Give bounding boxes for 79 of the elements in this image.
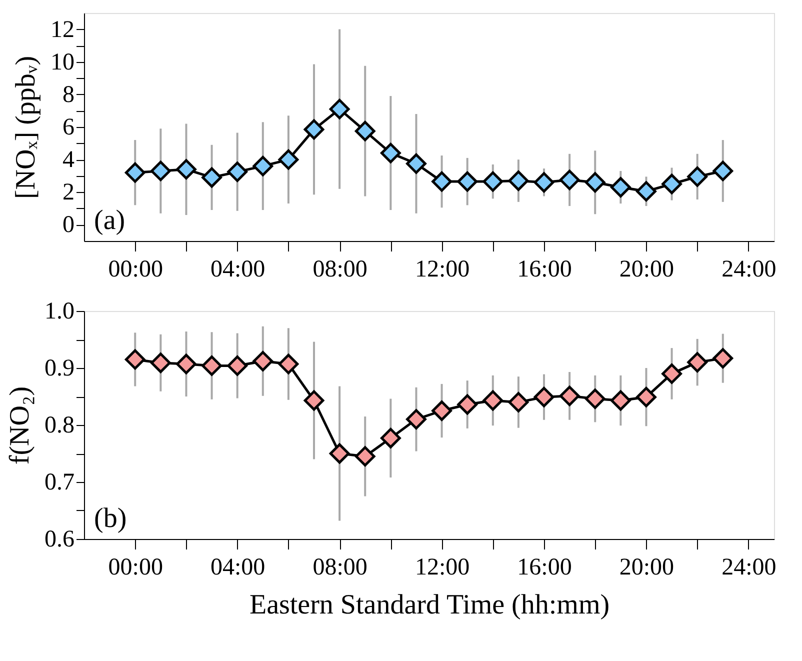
x-tick-label: 00:00 [108, 256, 163, 282]
x-tick-label: 24:00 [722, 256, 776, 282]
x-tick-label: 04:00 [210, 554, 266, 580]
point [329, 443, 350, 464]
y-tick-label: 4 [62, 147, 74, 174]
point [354, 446, 376, 467]
annotation: (b) [94, 503, 127, 534]
point [406, 409, 426, 430]
y-tick-label: 8 [62, 82, 74, 108]
y-tick-label: 0 [62, 212, 74, 238]
x-tick-label: 08:00 [312, 256, 368, 282]
point [124, 349, 146, 370]
point [559, 170, 580, 190]
point [584, 388, 606, 409]
y-tick-label: 6 [62, 114, 74, 140]
point [662, 364, 682, 384]
x-axis-title: Eastern Standard Time (hh:mm) [249, 590, 610, 620]
x-tick-label: 12:00 [414, 256, 470, 282]
point [482, 390, 504, 411]
point [354, 120, 376, 142]
point [304, 390, 324, 411]
point [278, 354, 299, 374]
point [457, 171, 478, 192]
point [380, 428, 401, 448]
point [278, 149, 299, 170]
x-tick-label: 08:00 [312, 554, 368, 580]
x-tick-label: 12:00 [414, 554, 470, 580]
point [584, 172, 606, 193]
point [712, 348, 734, 369]
point [610, 390, 631, 411]
point [176, 354, 196, 374]
y-tick-label: 1.0 [44, 298, 74, 324]
y-tick-label: 2 [62, 180, 74, 206]
x-tick-label: 04:00 [210, 256, 266, 282]
point [202, 356, 222, 376]
point [712, 160, 734, 182]
y-tick-label: 0.6 [44, 526, 74, 552]
y-axis-title: [NOₓ] (ppbᵥ) [10, 56, 42, 200]
x-tick-label: 20:00 [619, 554, 674, 580]
point [687, 166, 708, 187]
x-tick-label: 16:00 [517, 256, 572, 282]
x-tick-label: 24:00 [722, 554, 776, 580]
y-tick-label: 10 [50, 49, 74, 76]
point [227, 356, 248, 376]
point [380, 142, 401, 164]
point [508, 392, 529, 412]
point [559, 386, 580, 406]
x-tick-label: 20:00 [619, 256, 674, 282]
point [610, 177, 631, 198]
point [304, 119, 324, 140]
point [202, 167, 222, 188]
y-axis-title: f(NO₂) [4, 386, 36, 465]
point [432, 400, 452, 421]
x-tick-label: 00:00 [108, 554, 163, 580]
point [124, 162, 146, 183]
point [150, 352, 171, 374]
point [662, 174, 682, 194]
point [636, 386, 656, 408]
point [687, 352, 708, 372]
point [482, 171, 504, 192]
y-tick-label: 0.7 [44, 470, 74, 496]
point [457, 394, 478, 415]
annotation: (a) [94, 205, 126, 236]
point [432, 171, 452, 192]
point [636, 181, 656, 202]
point [252, 156, 274, 176]
point [150, 160, 171, 182]
y-tick-label: 0.8 [44, 412, 74, 438]
point [227, 162, 248, 182]
y-tick-label: 12 [50, 16, 74, 43]
point [176, 159, 196, 180]
x-tick-label: 16:00 [517, 554, 572, 580]
y-tick-label: 0.9 [44, 356, 74, 382]
point [534, 386, 554, 408]
point [252, 350, 274, 372]
point [329, 98, 350, 120]
point [508, 170, 529, 191]
point [406, 153, 426, 174]
point [534, 172, 554, 193]
